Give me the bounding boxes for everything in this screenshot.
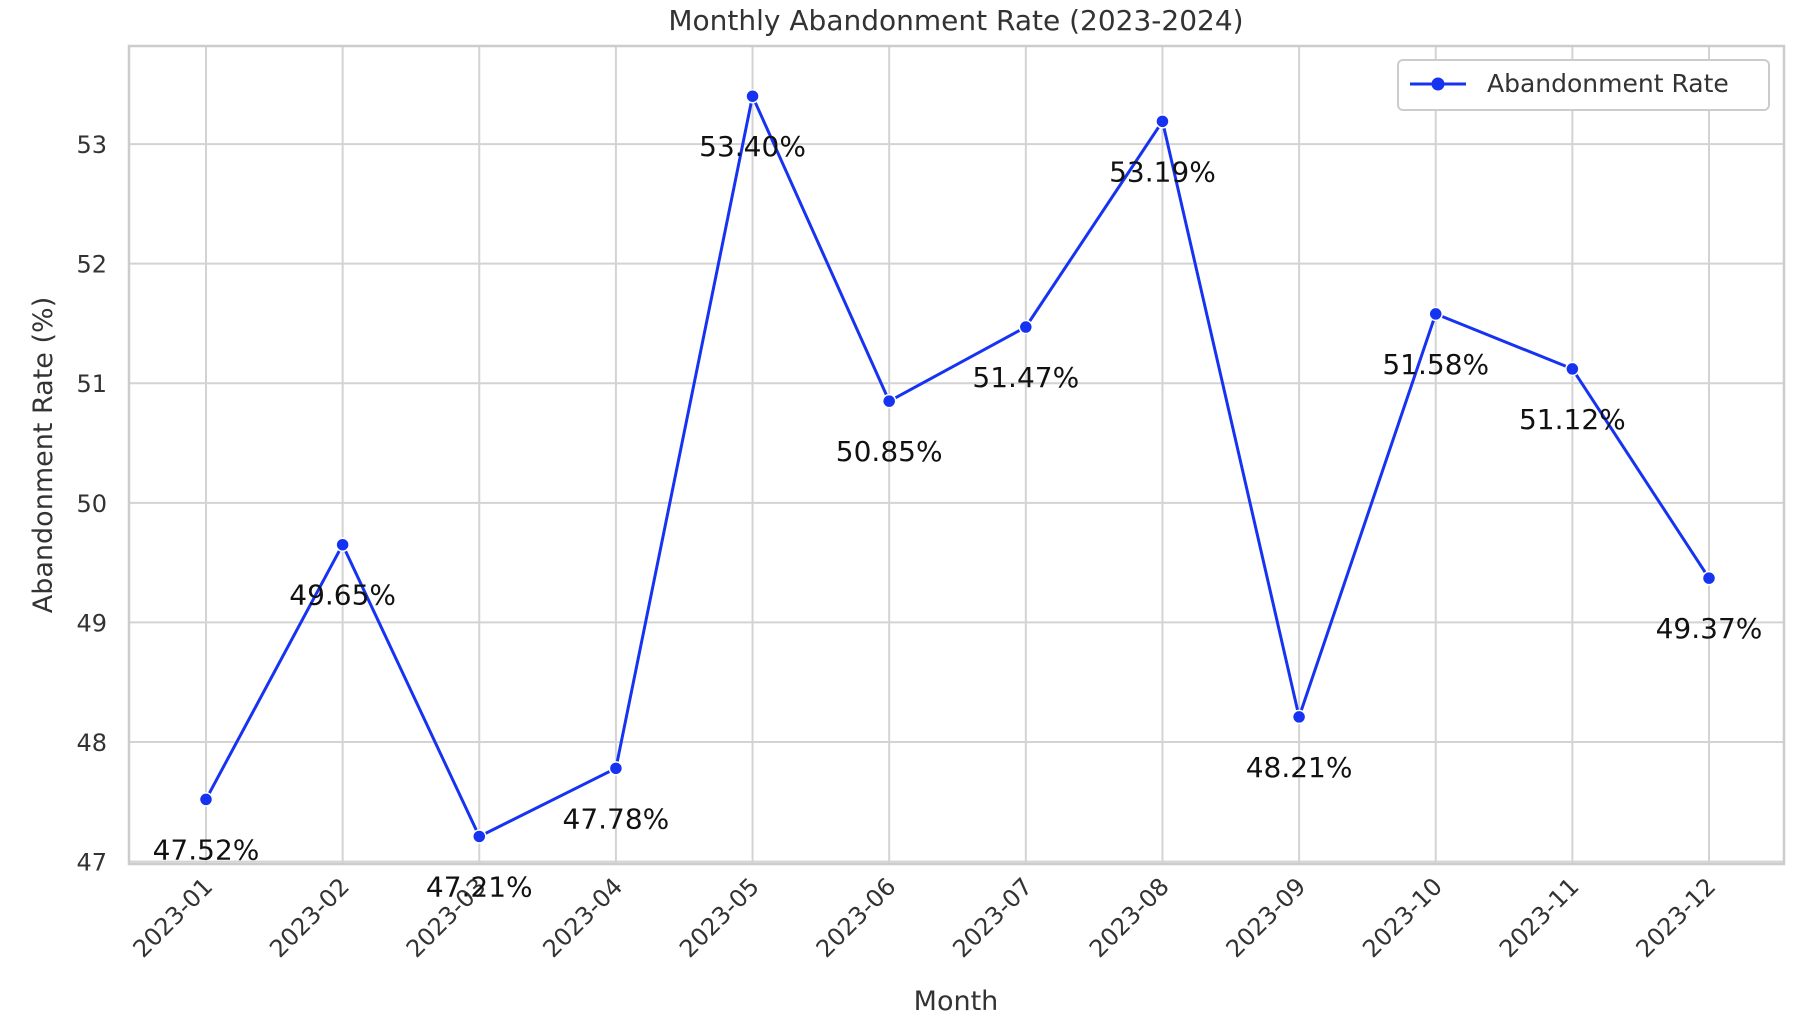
data-point [472, 829, 487, 844]
data-point [608, 761, 624, 776]
legend-dot-marker [1431, 77, 1445, 91]
series-abandonment-rate [198, 88, 1717, 844]
x-tick-label: 2023-10 [1357, 872, 1448, 963]
y-axis-label: Abandonment Rate (%) [28, 297, 59, 613]
y-tick-label: 51 [76, 370, 107, 398]
data-label: 47.52% [153, 833, 260, 866]
data-point [1291, 709, 1307, 725]
plot-frame [127, 44, 1786, 866]
x-tick-label: 2023-05 [674, 872, 765, 963]
x-tick-label: 2023-06 [811, 872, 902, 963]
data-point [1428, 306, 1443, 322]
legend-box [1397, 59, 1770, 111]
data-point [1565, 361, 1580, 377]
legend-label: Abandonment Rate [1487, 69, 1729, 98]
grid [129, 46, 1784, 864]
data-point [1155, 114, 1170, 129]
data-point [198, 792, 214, 807]
y-tick-label: 52 [76, 251, 107, 279]
data-label: 48.21% [1246, 751, 1353, 784]
data-label: 47.78% [563, 802, 670, 835]
series-line [204, 94, 1711, 838]
data-label: 50.85% [836, 435, 943, 468]
legend: Abandonment Rate [1397, 59, 1770, 111]
x-tick-label: 2023-08 [1084, 872, 1175, 963]
data-label: 53.40% [699, 130, 806, 163]
data-label: 51.12% [1519, 403, 1626, 436]
chart-title: Monthly Abandonment Rate (2023-2024) [668, 4, 1243, 37]
x-tick-label: 2023-12 [1631, 872, 1722, 963]
x-tick-label: 2023-04 [537, 872, 628, 963]
y-tick-label: 47 [76, 849, 107, 877]
y-tick-label: 49 [76, 609, 107, 637]
data-label: 51.58% [1382, 348, 1489, 381]
x-axis-label: Month [914, 986, 999, 1017]
data-label: 51.47% [972, 361, 1079, 394]
data-point [1018, 319, 1034, 335]
data-label: 49.37% [1656, 612, 1763, 645]
data-label: 53.19% [1109, 155, 1216, 188]
x-tick-label: 2023-09 [1221, 872, 1312, 963]
data-point [745, 88, 760, 104]
y-axis-ticks: 47 48 49 50 51 52 53 [76, 131, 107, 877]
data-point [335, 537, 350, 552]
x-tick-label: 2023-07 [947, 872, 1038, 963]
x-tick-label: 2023-02 [264, 872, 355, 963]
x-axis-ticks: 2023-01 2023-02 2023-03 2023-04 2023-05 2023-… [128, 872, 1722, 963]
y-tick-label: 50 [76, 490, 107, 518]
data-label: 47.21% [426, 870, 533, 903]
x-tick-label: 2023-01 [128, 872, 219, 963]
data-labels: 47.52% 49.65% 47.21% 47.78% 53.40% 50.85% 51.4… [153, 130, 1763, 903]
y-tick-label: 48 [76, 729, 107, 757]
x-tick-label: 2023-11 [1494, 872, 1585, 963]
data-label: 49.65% [289, 579, 396, 612]
y-tick-label: 53 [76, 131, 107, 159]
data-point [881, 393, 897, 409]
data-point [1701, 570, 1717, 586]
